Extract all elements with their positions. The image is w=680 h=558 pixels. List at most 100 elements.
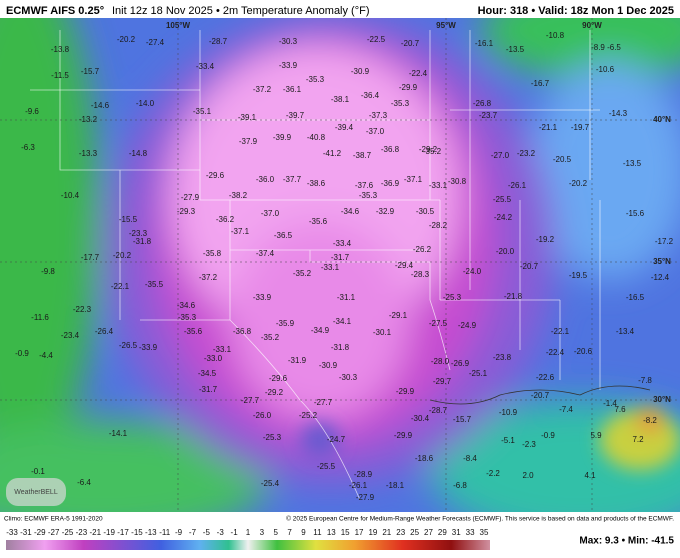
temperature-label: -20.0 xyxy=(496,247,515,256)
temperature-label: -34.6 xyxy=(177,301,196,310)
copyright: © 2025 European Centre for Medium-Range … xyxy=(286,515,674,523)
colorbar-tick-label: -33 xyxy=(6,528,18,537)
temperature-label: -39.7 xyxy=(286,111,305,120)
geo-label: 40°N xyxy=(653,115,671,124)
temperature-label: -34.1 xyxy=(333,317,352,326)
colorbar-tick-label: 5 xyxy=(274,528,279,537)
temperature-label: -37.1 xyxy=(404,175,423,184)
colorbar-tick-label: 9 xyxy=(301,528,306,537)
temperature-label: -20.2 xyxy=(117,35,136,44)
temperature-label: -6.5 xyxy=(607,43,621,52)
temperature-label: -35.5 xyxy=(145,280,164,289)
colorbar-tick-label: 29 xyxy=(438,528,447,537)
temperature-label: -9.8 xyxy=(41,267,55,276)
temperature-label: -22.1 xyxy=(551,327,570,336)
temperature-label: -15.7 xyxy=(453,415,472,424)
temperature-label: -36.8 xyxy=(381,145,400,154)
temperature-label: -30.8 xyxy=(448,177,467,186)
temperature-label: -31.7 xyxy=(199,385,218,394)
temperature-label: -6.8 xyxy=(453,481,467,490)
colorbar-tick-label: 21 xyxy=(382,528,391,537)
colorbar-tick-label: -3 xyxy=(217,528,225,537)
temperature-label: -33.9 xyxy=(139,343,158,352)
temperature-label: -22.6 xyxy=(536,373,555,382)
temperature-label: -34.5 xyxy=(198,369,217,378)
colorbar-tick-label: -19 xyxy=(103,528,115,537)
temperature-label: -14.3 xyxy=(609,109,628,118)
temperature-label: -25.3 xyxy=(443,293,462,302)
temperature-label: -17.7 xyxy=(81,253,100,262)
geo-label: 30°N xyxy=(653,395,671,404)
temperature-label: -6.3 xyxy=(21,143,35,152)
map-field xyxy=(0,18,680,512)
temperature-label: -27.9 xyxy=(181,193,200,202)
temperature-label: -7.4 xyxy=(559,405,573,414)
temperature-label: -35.3 xyxy=(178,313,197,322)
temperature-label: -25.5 xyxy=(493,195,512,204)
temperature-label: -20.7 xyxy=(520,262,539,271)
temperature-label: -29.3 xyxy=(177,207,196,216)
temperature-label: -22.4 xyxy=(546,348,565,357)
temperature-label: -24.2 xyxy=(494,213,513,222)
temperature-label: -0.1 xyxy=(31,467,45,476)
colorbar-tick-label: -11 xyxy=(159,528,171,537)
temperature-label: -10.8 xyxy=(546,31,565,40)
temperature-label: -35.3 xyxy=(391,99,410,108)
temperature-label: -27.5 xyxy=(429,319,448,328)
temperature-label: -29.7 xyxy=(433,377,452,386)
temperature-label: -37.0 xyxy=(366,127,385,136)
temperature-label: -20.6 xyxy=(574,347,593,356)
temperature-label: 5.9 xyxy=(590,431,602,440)
temperature-label: -38.7 xyxy=(353,151,372,160)
temperature-label: -29.4 xyxy=(395,261,414,270)
colorbar-tick-label: 35 xyxy=(480,528,489,537)
coastline xyxy=(429,385,651,405)
colorbar-tick-label: 11 xyxy=(313,528,322,537)
temperature-label: -26.4 xyxy=(95,327,114,336)
temperature-label: -31.1 xyxy=(337,293,356,302)
header-bg xyxy=(0,0,680,18)
temperature-label: -40.8 xyxy=(307,133,326,142)
temperature-label: -29.9 xyxy=(394,431,413,440)
colorbar-tick-label: -21 xyxy=(90,528,102,537)
temperature-label: -22.3 xyxy=(73,305,92,314)
temperature-label: -14.6 xyxy=(91,101,110,110)
temperature-label: -36.1 xyxy=(283,85,302,94)
temperature-label: -13.2 xyxy=(79,115,98,124)
temperature-label: -35.6 xyxy=(309,217,328,226)
temperature-label: -25.3 xyxy=(263,433,282,442)
temperature-label: -26.1 xyxy=(349,481,368,490)
temperature-label: -30.5 xyxy=(416,207,435,216)
temperature-label: -16.5 xyxy=(626,293,645,302)
temperature-label: -38.1 xyxy=(331,95,350,104)
graticule xyxy=(0,18,680,512)
temperature-label: -29.1 xyxy=(389,311,408,320)
temperature-label: -29.9 xyxy=(396,387,415,396)
climo: Climo: ECMWF ERA-5 1991-2020 xyxy=(4,516,103,523)
colorbar-tick-label: -9 xyxy=(175,528,183,537)
temperature-label: -19.2 xyxy=(536,235,555,244)
temperature-label: -0.9 xyxy=(15,349,29,358)
temperature-label: 2.0 xyxy=(522,471,534,480)
temperature-label: -36.4 xyxy=(361,91,380,100)
colorbar-tick-label: -25 xyxy=(62,528,74,537)
temperature-label: -5.1 xyxy=(501,436,515,445)
colorbar-tick-label: -1 xyxy=(231,528,239,537)
temperature-label: -34.9 xyxy=(311,326,330,335)
temperature-label: -37.2 xyxy=(253,85,272,94)
temperature-label: -37.2 xyxy=(199,273,218,282)
title: ECMWF AIFS 0.25° xyxy=(6,5,104,17)
temperature-label: -15.6 xyxy=(626,209,645,218)
temperature-label: -28.0 xyxy=(431,357,450,366)
temperature-label: -13.5 xyxy=(623,159,642,168)
colorbar-tick-label: 33 xyxy=(466,528,475,537)
temperature-label: -29.6 xyxy=(269,374,288,383)
temperature-label: -33.9 xyxy=(279,61,298,70)
temperature-label: -36.2 xyxy=(216,215,235,224)
temperature-label: -35.1 xyxy=(193,107,212,116)
temperature-label: -31.8 xyxy=(133,237,152,246)
temperature-label: -20.5 xyxy=(553,155,572,164)
temperature-label: -28.9 xyxy=(354,470,373,479)
temperature-label: -33.4 xyxy=(333,239,352,248)
